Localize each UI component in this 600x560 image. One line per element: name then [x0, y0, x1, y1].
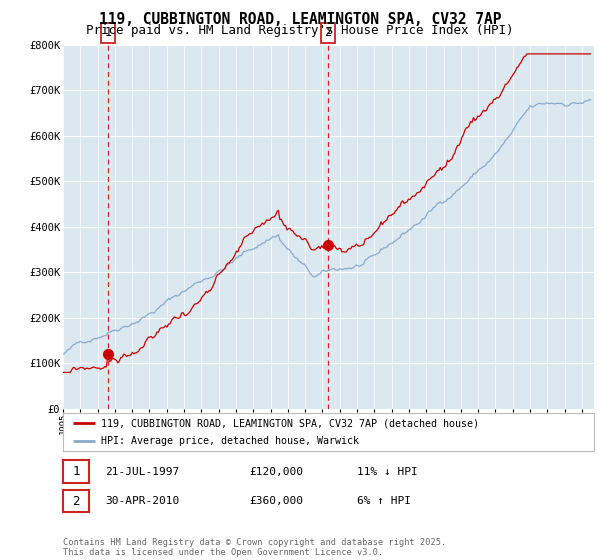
Text: 119, CUBBINGTON ROAD, LEAMINGTON SPA, CV32 7AP (detached house): 119, CUBBINGTON ROAD, LEAMINGTON SPA, CV…	[101, 418, 479, 428]
Text: 2: 2	[73, 494, 80, 508]
Text: 119, CUBBINGTON ROAD, LEAMINGTON SPA, CV32 7AP: 119, CUBBINGTON ROAD, LEAMINGTON SPA, CV…	[99, 12, 501, 27]
Text: £360,000: £360,000	[249, 496, 303, 506]
Text: HPI: Average price, detached house, Warwick: HPI: Average price, detached house, Warw…	[101, 436, 359, 446]
Text: 2: 2	[325, 26, 332, 39]
Text: £120,000: £120,000	[249, 466, 303, 477]
Text: 1: 1	[73, 465, 80, 478]
Text: Contains HM Land Registry data © Crown copyright and database right 2025.
This d: Contains HM Land Registry data © Crown c…	[63, 538, 446, 557]
Text: 1: 1	[104, 26, 112, 39]
Text: Price paid vs. HM Land Registry's House Price Index (HPI): Price paid vs. HM Land Registry's House …	[86, 24, 514, 37]
Text: 6% ↑ HPI: 6% ↑ HPI	[357, 496, 411, 506]
Text: 21-JUL-1997: 21-JUL-1997	[105, 466, 179, 477]
Text: 30-APR-2010: 30-APR-2010	[105, 496, 179, 506]
Text: 11% ↓ HPI: 11% ↓ HPI	[357, 466, 418, 477]
